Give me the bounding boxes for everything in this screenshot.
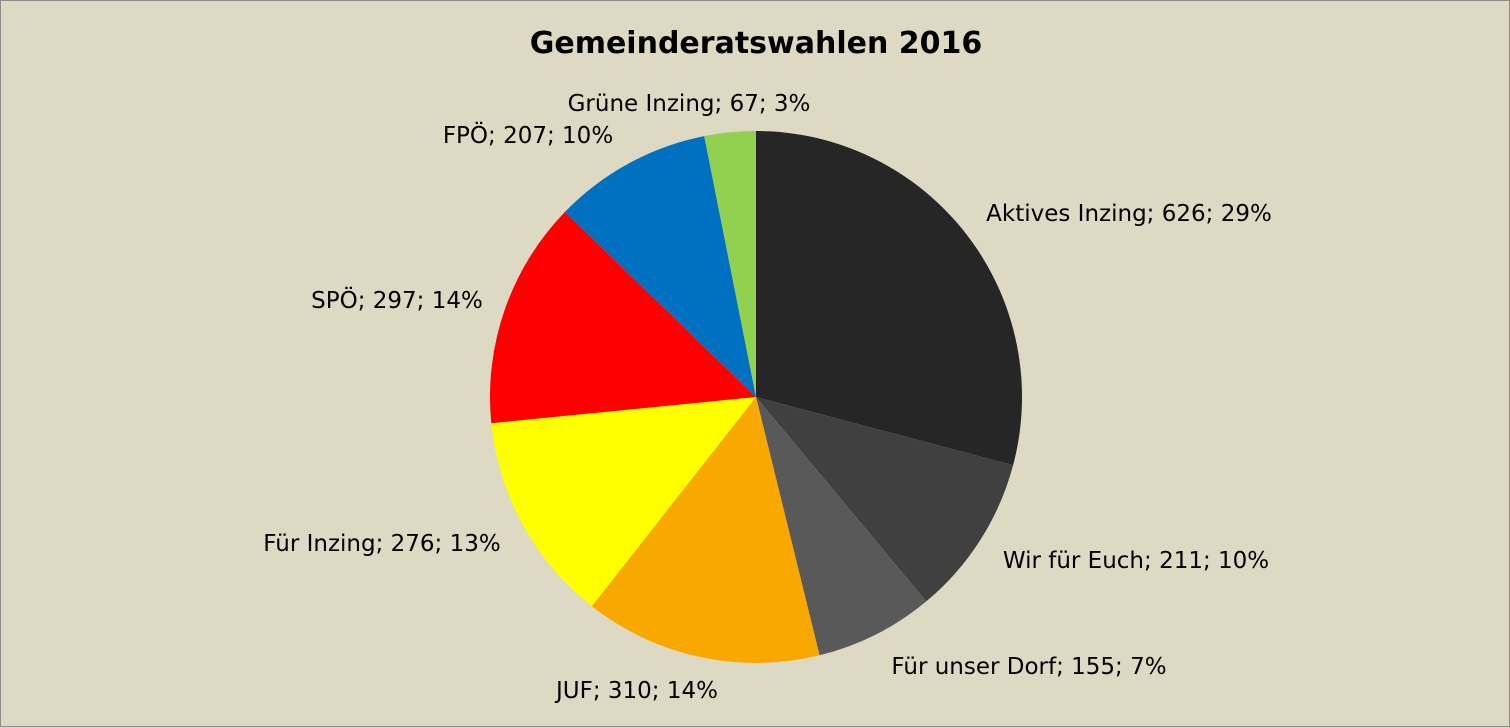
pie-slice-wir-f-r-euch: [756, 397, 1014, 602]
pie-slice-fp-: [564, 136, 756, 397]
slice-label-gruene-inzing: Grüne Inzing; 67; 3%: [568, 91, 811, 117]
pie-slice-gr-ne-inzing: [704, 131, 756, 397]
pie-slice-f-r-unser-dorf: [756, 397, 927, 656]
chart-title: Gemeinderatswahlen 2016: [530, 26, 983, 61]
pie-slices: [489, 131, 1022, 663]
slice-label-spoe: SPÖ; 297; 14%: [311, 286, 483, 314]
slice-label-wir-fuer-euch: Wir für Euch; 211; 10%: [1003, 548, 1269, 574]
slice-label-fuer-inzing: Für Inzing; 276; 13%: [263, 531, 500, 557]
pie-slice-f-r-inzing: [491, 397, 756, 607]
pie-slice-juf: [591, 397, 820, 663]
slice-label-fpoe: FPÖ; 207; 10%: [443, 121, 613, 149]
pie-slice-aktives-inzing: [756, 131, 1022, 466]
slice-label-juf: JUF; 310; 14%: [554, 678, 718, 704]
slice-label-aktives-inzing: Aktives Inzing; 626; 29%: [986, 201, 1272, 227]
pie-slice-sp-: [489, 211, 756, 424]
slice-label-fuer-unser-dorf: Für unser Dorf; 155; 7%: [891, 654, 1166, 680]
